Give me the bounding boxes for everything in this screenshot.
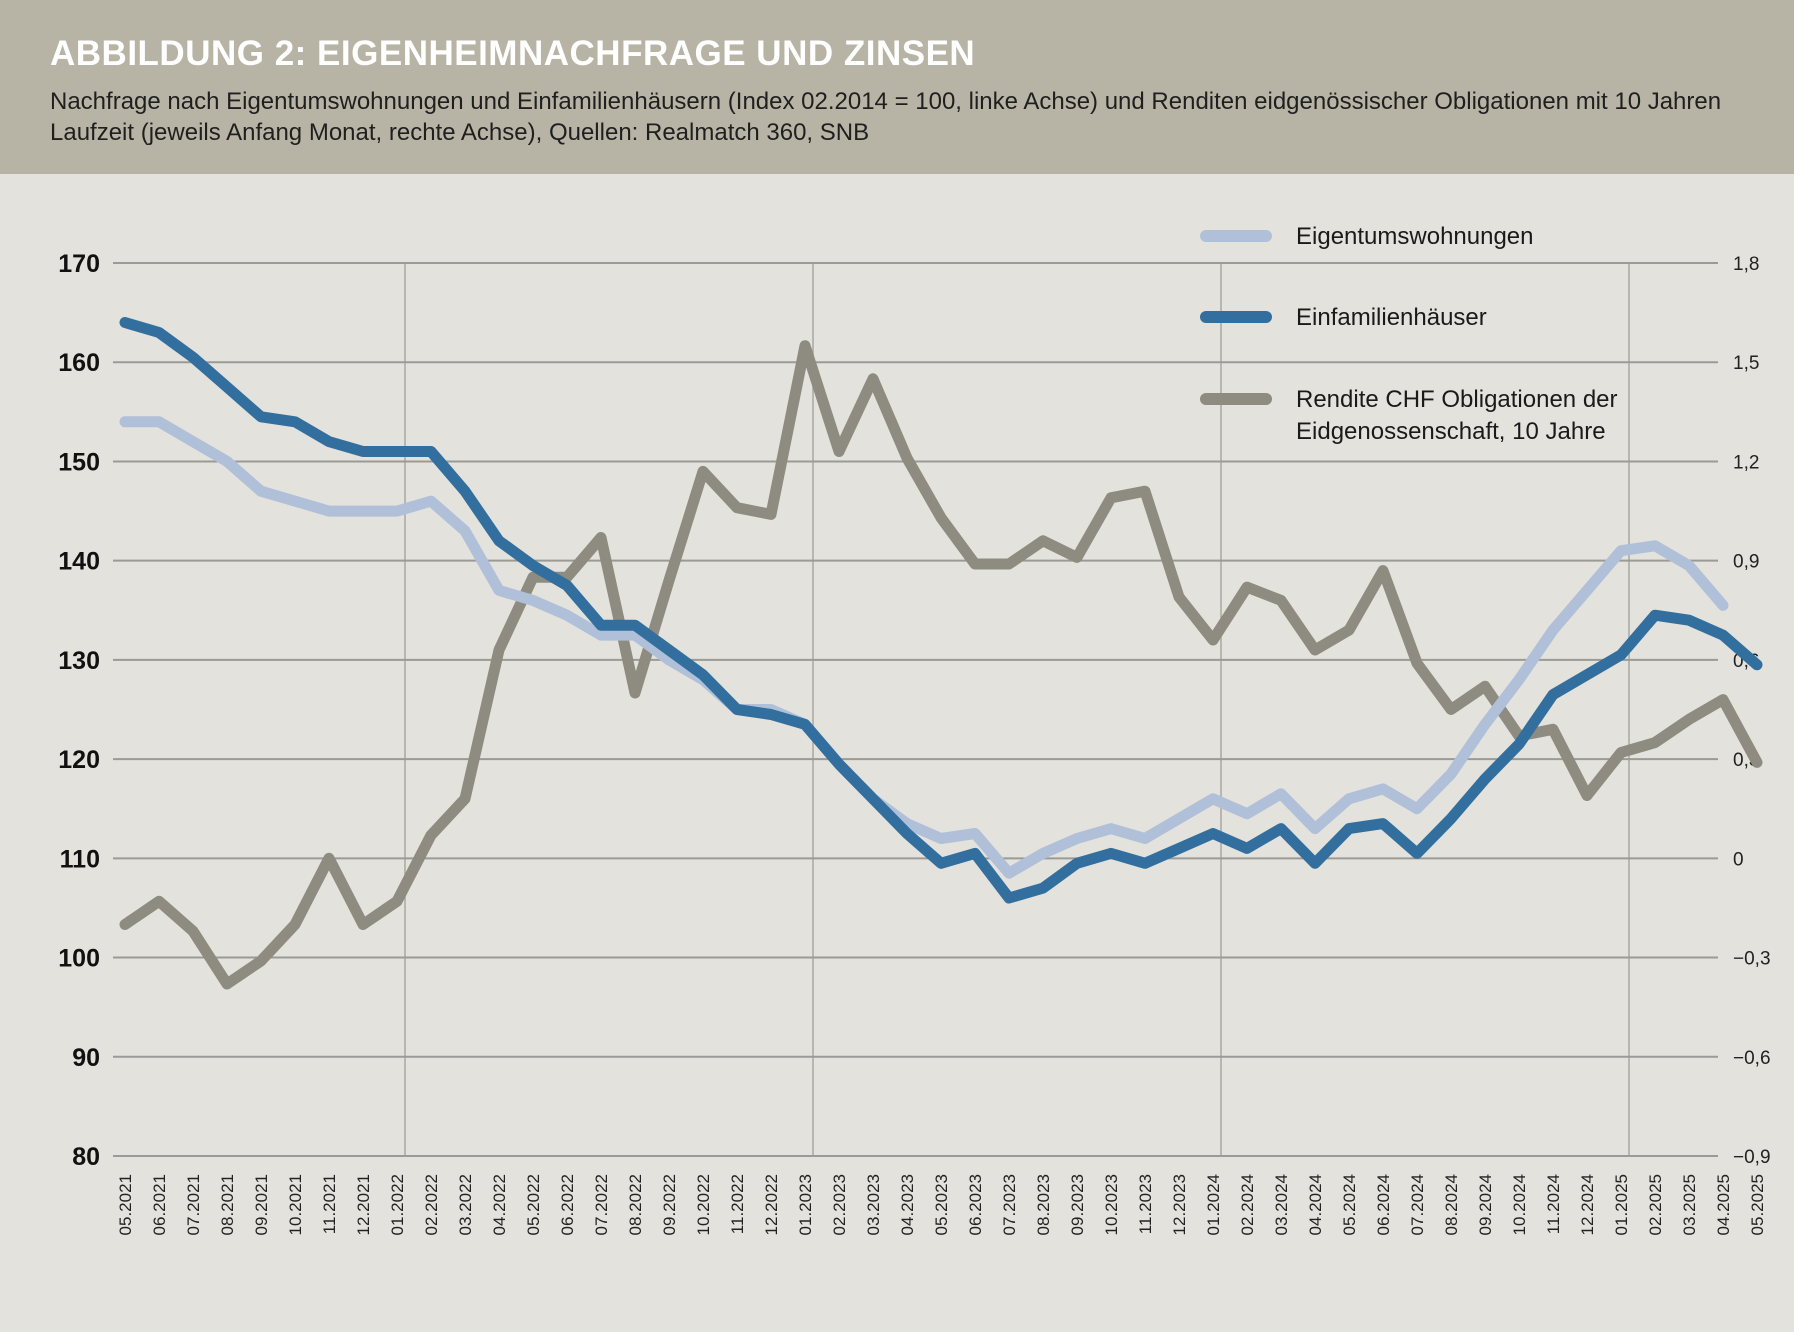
right-tick-label: −0,3 (1733, 949, 1771, 970)
left-tick-label: 110 (60, 845, 100, 873)
right-tick-label: −0,9 (1733, 1147, 1771, 1168)
x-tick-label: 11.2021 (320, 1174, 339, 1234)
x-tick-label: 12.2024 (1578, 1174, 1597, 1235)
x-tick-label: 08.2021 (218, 1174, 237, 1235)
x-tick-label: 01.2023 (796, 1174, 815, 1235)
x-tick-label: 08.2024 (1442, 1174, 1461, 1235)
vertical-gridlines (404, 263, 1630, 1156)
x-tick-label: 07.2022 (592, 1174, 611, 1235)
left-tick-label: 140 (58, 548, 100, 576)
left-tick-label: 90 (72, 1044, 100, 1072)
x-tick-label: 03.2022 (456, 1174, 475, 1235)
x-tick-label: 05.2022 (524, 1174, 543, 1235)
x-tick-label: 10.2021 (286, 1174, 305, 1235)
x-tick-label: 11.2024 (1544, 1174, 1563, 1234)
x-tick-label: 07.2021 (184, 1174, 203, 1235)
x-tick-label: 06.2023 (966, 1174, 985, 1235)
line-chart: 170 160 150 140 130 120 110 100 90 80 1,8 1,5 1,2 0,… (58, 223, 1771, 1235)
x-tick-label: 01.2022 (388, 1174, 407, 1235)
x-tick-label: 07.2024 (1408, 1174, 1427, 1235)
left-tick-label: 160 (58, 349, 100, 377)
x-tick-label: 02.2025 (1646, 1174, 1665, 1235)
legend-label: Rendite CHF Obligationen der Eidgenossens… (1296, 386, 1618, 445)
x-tick-label: 07.2023 (1000, 1174, 1019, 1235)
x-tick-label: 09.2024 (1476, 1174, 1495, 1235)
header-bar: ABBILDUNG 2: EIGENHEIMNACHFRAGE UND ZINS… (0, 0, 1794, 174)
x-tick-label: 05.2024 (1340, 1174, 1359, 1235)
x-tick-label: 05.2023 (932, 1174, 951, 1235)
x-tick-label: 12.2022 (762, 1174, 781, 1235)
x-tick-label: 06.2024 (1374, 1174, 1393, 1235)
x-tick-label: 04.2025 (1714, 1174, 1733, 1235)
x-tick-label: 11.2022 (728, 1174, 747, 1234)
x-tick-label: 03.2023 (864, 1174, 883, 1235)
x-tick-label: 08.2023 (1034, 1174, 1053, 1235)
x-tick-label: 12.2021 (354, 1174, 373, 1235)
x-tick-label: 09.2023 (1068, 1174, 1087, 1235)
right-tick-label: 0 (1733, 849, 1744, 870)
series-lines (119, 317, 1763, 990)
legend: Eigentumswohnungen Einfamilienhäuser Rendi… (1200, 223, 1618, 445)
x-tick-label: 01.2025 (1612, 1174, 1631, 1235)
legend-label: Einfamilienhäuser (1296, 304, 1487, 331)
legend-label: Eigentumswohnungen (1296, 223, 1534, 250)
left-tick-label: 130 (58, 647, 100, 675)
x-tick-label: 05.2025 (1748, 1174, 1767, 1235)
x-tick-label: 10.2022 (694, 1174, 713, 1235)
right-tick-label: −0,6 (1733, 1048, 1771, 1069)
left-tick-label: 100 (58, 945, 100, 973)
right-axis-ticks: 1,81,51,20,90,60,30−0,3−0,6−0,9 (1733, 254, 1771, 1168)
x-tick-label: 03.2025 (1680, 1174, 1699, 1235)
x-tick-label: 02.2024 (1238, 1174, 1257, 1235)
x-tick-label: 09.2021 (252, 1174, 271, 1235)
x-tick-label: 04.2024 (1306, 1174, 1325, 1235)
series-line-2 (119, 340, 1763, 990)
right-tick-label: 1,2 (1733, 452, 1759, 473)
horizontal-gridlines (113, 262, 1718, 1157)
left-tick-label: 120 (58, 746, 100, 774)
x-tick-label: 06.2022 (558, 1174, 577, 1235)
x-tick-label: 03.2024 (1272, 1174, 1291, 1235)
series-line-1 (119, 317, 1763, 904)
x-tick-label: 09.2022 (660, 1174, 679, 1235)
x-tick-label: 05.2021 (116, 1174, 135, 1235)
x-tick-label: 11.2023 (1136, 1174, 1155, 1234)
x-tick-label: 06.2021 (150, 1174, 169, 1235)
x-tick-label: 08.2022 (626, 1174, 645, 1235)
x-tick-label: 10.2024 (1510, 1174, 1529, 1235)
chart-title: ABBILDUNG 2: EIGENHEIMNACHFRAGE UND ZINS… (50, 34, 976, 73)
chart-subtitle: Nachfrage nach Eigentumswohnungen und Ei… (50, 88, 1722, 146)
x-tick-label: 02.2022 (422, 1174, 441, 1235)
x-tick-label: 01.2024 (1204, 1174, 1223, 1235)
right-tick-label: 1,8 (1733, 254, 1759, 275)
left-tick-label: 150 (58, 448, 100, 476)
right-tick-label: 0,9 (1733, 552, 1759, 573)
x-tick-label: 04.2022 (490, 1174, 509, 1235)
right-tick-label: 1,5 (1733, 353, 1759, 374)
left-axis-ticks: 170 160 150 140 130 120 110 100 90 80 (58, 250, 100, 1171)
x-tick-label: 10.2023 (1102, 1174, 1121, 1235)
x-axis-ticks: 05.2021 06.2021 07.2021 08.2021 09.2021 10.20… (116, 1174, 1767, 1235)
left-tick-label: 80 (72, 1143, 100, 1171)
x-tick-label: 02.2023 (830, 1174, 849, 1235)
x-tick-label: 04.2023 (898, 1174, 917, 1235)
x-tick-label: 12.2023 (1170, 1174, 1189, 1235)
series-line-0 (119, 416, 1729, 879)
left-tick-label: 170 (58, 250, 100, 278)
